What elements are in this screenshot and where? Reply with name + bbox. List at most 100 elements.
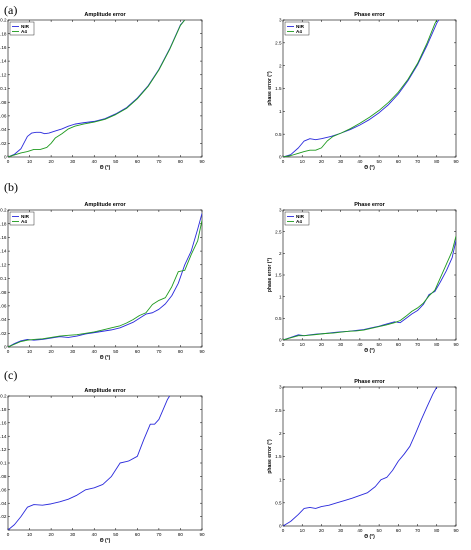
x-tick-label: 40 xyxy=(92,159,98,164)
y-axis-label: phase error (°) xyxy=(267,439,273,474)
y-tick-label: 0.08 xyxy=(0,100,7,105)
legend-label: A4 xyxy=(296,219,302,224)
y-tick-label: 0.08 xyxy=(0,474,7,479)
x-tick-label: 50 xyxy=(113,349,119,354)
x-axis-label: Θ (°) xyxy=(100,355,111,361)
y-tick-label: 2 xyxy=(279,63,282,68)
x-axis-label: Θ (°) xyxy=(364,348,375,354)
plot-frame xyxy=(7,209,203,348)
y-tick-label: 2 xyxy=(279,431,282,436)
y-tick-label: 0.12 xyxy=(0,262,7,267)
y-tick-label: 0.16 xyxy=(0,420,7,425)
y-tick-label: 0.06 xyxy=(0,487,7,492)
x-tick-label: 80 xyxy=(434,159,440,164)
y-tick-label: 1.5 xyxy=(275,273,282,278)
x-tick-label: 60 xyxy=(396,528,402,533)
y-tick-label: 0.18 xyxy=(0,221,7,226)
x-axis-label: Θ (°) xyxy=(364,165,375,171)
x-tick-label: 80 xyxy=(178,532,184,537)
x-tick-label: 70 xyxy=(156,159,162,164)
chart-2: Phase error 0 10 20 30 40 50 60 70 80 90 0 0.5 1 1.5 2 2… xyxy=(267,12,459,171)
chart-title: Phase error xyxy=(354,202,385,208)
y-tick-label: 0.12 xyxy=(0,72,7,77)
x-tick-label: 20 xyxy=(319,159,325,164)
x-tick-label: 70 xyxy=(156,532,162,537)
y-tick-label: 1 xyxy=(279,109,282,114)
x-tick-label: 50 xyxy=(113,532,119,537)
y-tick-label: 2.5 xyxy=(275,408,282,413)
x-tick-label: 0 xyxy=(282,528,285,533)
x-tick-label: 50 xyxy=(377,159,383,164)
series-line-1 xyxy=(283,387,438,526)
x-tick-label: 0 xyxy=(7,532,10,537)
y-tick-label: 1 xyxy=(279,294,282,299)
x-tick-label: 80 xyxy=(178,159,184,164)
panel-label-a: (a) xyxy=(4,3,17,17)
x-tick-label: 10 xyxy=(300,342,306,347)
series-line-nir xyxy=(8,213,202,347)
x-tick-label: 70 xyxy=(156,349,162,354)
legend-label: A4 xyxy=(296,29,302,34)
x-tick-label: 30 xyxy=(70,349,76,354)
x-tick-label: 10 xyxy=(300,159,306,164)
legend-label: NIR xyxy=(21,214,30,219)
chart-title: Amplitude error xyxy=(84,388,126,394)
y-tick-label: 0.14 xyxy=(0,249,7,254)
plot-frame xyxy=(282,386,457,527)
y-tick-label: 0.04 xyxy=(0,501,7,506)
y-tick-label: 0.02 xyxy=(0,331,7,336)
y-tick-label: 0.2 xyxy=(0,208,7,213)
y-tick-label: 1 xyxy=(279,477,282,482)
series-line-a4 xyxy=(8,220,202,347)
panel-label-c: (c) xyxy=(4,368,17,382)
y-tick-label: 0.02 xyxy=(0,141,7,146)
y-tick-label: 0.18 xyxy=(0,31,7,36)
series-line-a4 xyxy=(8,20,186,157)
x-tick-label: 70 xyxy=(415,528,421,533)
x-tick-label: 50 xyxy=(113,159,119,164)
series-line-a4 xyxy=(283,235,456,340)
x-tick-label: 40 xyxy=(92,349,98,354)
series-line-1 xyxy=(8,396,171,530)
x-tick-label: 90 xyxy=(199,532,205,537)
x-tick-label: 60 xyxy=(135,159,141,164)
x-tick-label: 30 xyxy=(70,532,76,537)
y-tick-label: 2 xyxy=(279,251,282,256)
y-tick-label: 0.5 xyxy=(275,316,282,321)
x-tick-label: 80 xyxy=(434,342,440,347)
x-tick-label: 90 xyxy=(199,349,205,354)
plot-frame xyxy=(7,19,203,158)
x-tick-label: 30 xyxy=(70,159,76,164)
legend-label: NIR xyxy=(21,24,30,29)
charts-group: Amplitude error010203040506070809000.020… xyxy=(0,12,459,544)
series-group xyxy=(283,20,440,157)
y-tick-label: 0.14 xyxy=(0,59,7,64)
x-tick-label: 50 xyxy=(377,342,383,347)
y-tick-label: 0.08 xyxy=(0,290,7,295)
x-tick-label: 40 xyxy=(357,528,363,533)
chart-4: Phase error 0 10 20 30 40 50 60 70 80 90 0 0.5 1 1.5 2 2… xyxy=(267,202,459,354)
y-axis-label: phase error (°) xyxy=(267,258,273,293)
panel-label-b: (b) xyxy=(4,180,18,194)
x-tick-label: 10 xyxy=(300,528,306,533)
y-tick-label: 2.5 xyxy=(275,40,282,45)
x-tick-label: 20 xyxy=(319,342,325,347)
y-tick-label: 1.5 xyxy=(275,86,282,91)
y-tick-label: 0.04 xyxy=(0,127,7,132)
y-tick-label: 0.16 xyxy=(0,45,7,50)
y-tick-label: 0.2 xyxy=(0,18,7,23)
x-tick-label: 70 xyxy=(415,342,421,347)
x-tick-label: 0 xyxy=(282,342,285,347)
plot-frame xyxy=(282,209,457,341)
x-tick-label: 90 xyxy=(453,342,459,347)
chart-title: Amplitude error xyxy=(84,202,126,208)
plot-frame xyxy=(282,19,457,158)
y-tick-label: 0 xyxy=(279,155,282,160)
y-tick-label: 0.2 xyxy=(0,394,7,399)
legend-label: NIR xyxy=(296,214,305,219)
x-tick-label: 30 xyxy=(338,342,344,347)
x-tick-label: 0 xyxy=(7,159,10,164)
